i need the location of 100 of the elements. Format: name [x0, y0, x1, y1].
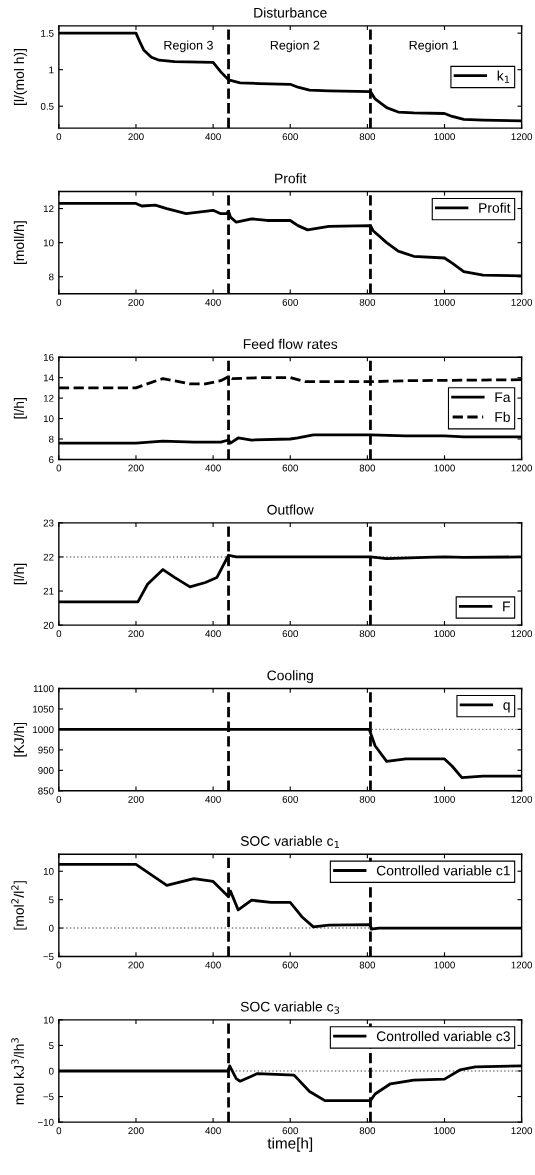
x-tick-label: 800 — [359, 464, 376, 472]
legend-label: Fb — [495, 411, 510, 422]
x-tick-label: 1000 — [434, 630, 455, 638]
y-tick-label: −5 — [43, 1093, 54, 1101]
x-tick-label: 800 — [359, 133, 376, 141]
y-tick-label: 16 — [43, 353, 54, 361]
chart-title: Cooling — [267, 670, 313, 684]
x-tick-label: 0 — [56, 133, 62, 141]
x-tick-label: 1200 — [511, 961, 533, 969]
chart-title: Disturbance — [254, 7, 327, 18]
y-tick-label: 900 — [38, 767, 54, 774]
x-tick-label: 1000 — [434, 795, 455, 803]
chart-title: SOC variable c$_{3}$ — [240, 1001, 340, 1014]
y-tick-label: 22 — [43, 553, 54, 561]
chart-title: Profit — [275, 173, 307, 184]
y-tick-label: 1.5 — [41, 29, 54, 37]
chart-title: Outflow — [267, 504, 314, 515]
x-tick-label: 1200 — [511, 133, 533, 141]
x-tick-label: 600 — [282, 133, 298, 141]
x-tick-label: 1000 — [434, 464, 455, 472]
annotation: Region 2 — [270, 40, 320, 53]
y-tick-label: 23 — [43, 519, 54, 527]
y-tick-label: −5 — [43, 953, 54, 961]
x-tick-label: 400 — [205, 464, 221, 472]
y-tick-label: 1100 — [33, 685, 54, 693]
x-tick-label: 400 — [205, 630, 221, 638]
x-tick-label: 1000 — [434, 961, 455, 969]
x-tick-label: 600 — [282, 298, 298, 306]
y-tick-label: 1000 — [33, 726, 54, 734]
y-tick-label: 0.5 — [40, 102, 54, 110]
y-tick-label: 6 — [49, 456, 54, 464]
chart-title: Feed flow rates — [243, 338, 338, 349]
legend-label: Controlled variable c3 — [376, 1030, 510, 1042]
y-tick-label: 0 — [48, 924, 54, 932]
x-tick-label: 200 — [128, 630, 144, 638]
x-tick-label: 1200 — [511, 298, 533, 306]
y-tick-label: 5 — [48, 1042, 54, 1050]
legend-label: k$_{1}$ — [497, 70, 510, 83]
legend-label: q — [503, 702, 510, 713]
x-tick-label: 0 — [56, 961, 62, 969]
y-tick-label: 950 — [38, 746, 54, 754]
x-tick-label: 1200 — [511, 795, 533, 803]
x-tick-label: 200 — [128, 1127, 144, 1135]
y-axis-title: [l/(mol h)] — [13, 49, 27, 105]
y-tick-label: 10 — [43, 1016, 54, 1024]
x-tick-label: 800 — [359, 961, 376, 969]
y-tick-label: 10 — [43, 415, 54, 423]
x-tick-label: 1200 — [511, 464, 533, 472]
x-tick-label: 400 — [205, 961, 221, 969]
y-tick-label: 1050 — [33, 705, 54, 713]
x-tick-label: 0 — [56, 464, 62, 472]
y-tick-label: 8 — [49, 435, 54, 443]
chart-title: SOC variable c$_{1}$ — [240, 835, 339, 849]
annotation: Region 3 — [164, 40, 213, 53]
x-tick-label: 400 — [205, 795, 221, 803]
y-tick-label: 21 — [43, 587, 54, 595]
x-tick-label: 400 — [205, 1127, 221, 1135]
x-tick-label: 600 — [282, 795, 298, 803]
x-tick-label: 600 — [282, 1127, 298, 1135]
x-tick-label: 0 — [56, 1127, 62, 1135]
x-tick-label: 1000 — [434, 1127, 455, 1135]
x-tick-label: 200 — [128, 464, 144, 472]
x-tick-label: 800 — [359, 298, 376, 306]
y-tick-label: 14 — [43, 374, 54, 382]
y-tick-label: 12 — [43, 394, 54, 402]
y-tick-label: 10 — [43, 239, 54, 247]
y-tick-label: −10 — [37, 1118, 54, 1126]
y-tick-label: 8 — [49, 273, 54, 281]
x-tick-label: 200 — [128, 133, 144, 141]
x-tick-label: 200 — [128, 298, 144, 306]
x-tick-label: 1000 — [434, 133, 455, 141]
x-tick-label: 600 — [282, 961, 298, 969]
legend-label: Controlled variable c1 — [376, 865, 510, 876]
x-tick-label: 0 — [56, 298, 62, 306]
legend-label: Fa — [495, 392, 511, 403]
y-tick-label: 0 — [48, 1067, 54, 1075]
y-axis-title: [moll/h] — [13, 221, 27, 265]
x-tick-label: 800 — [359, 630, 376, 638]
legend-label: Profit — [479, 202, 511, 213]
y-tick-label: 5 — [48, 896, 54, 904]
y-axis-title: mol kJ$^{3}$/lh$^{3}$ — [11, 1038, 24, 1105]
x-tick-label: 400 — [205, 298, 221, 306]
y-tick-label: 20 — [43, 621, 54, 629]
x-tick-label: 0 — [56, 795, 62, 803]
x-axis-title: time[h] — [267, 1137, 313, 1152]
x-tick-label: 400 — [205, 133, 221, 141]
y-tick-label: 12 — [43, 205, 54, 213]
x-tick-label: 600 — [282, 630, 298, 638]
x-tick-label: 1000 — [434, 298, 455, 306]
y-axis-title: [l/h] — [13, 398, 27, 419]
x-tick-label: 800 — [359, 795, 376, 803]
x-tick-label: 200 — [128, 961, 144, 969]
x-tick-label: 600 — [282, 464, 298, 472]
x-tick-label: 0 — [56, 630, 62, 638]
y-tick-label: 1 — [49, 66, 54, 74]
y-axis-title: [l/h] — [13, 563, 27, 585]
x-tick-label: 1200 — [511, 630, 533, 638]
y-axis-title: [KJ/h] — [13, 722, 27, 757]
annotation: Region 1 — [409, 40, 459, 53]
x-tick-label: 1200 — [511, 1127, 533, 1135]
